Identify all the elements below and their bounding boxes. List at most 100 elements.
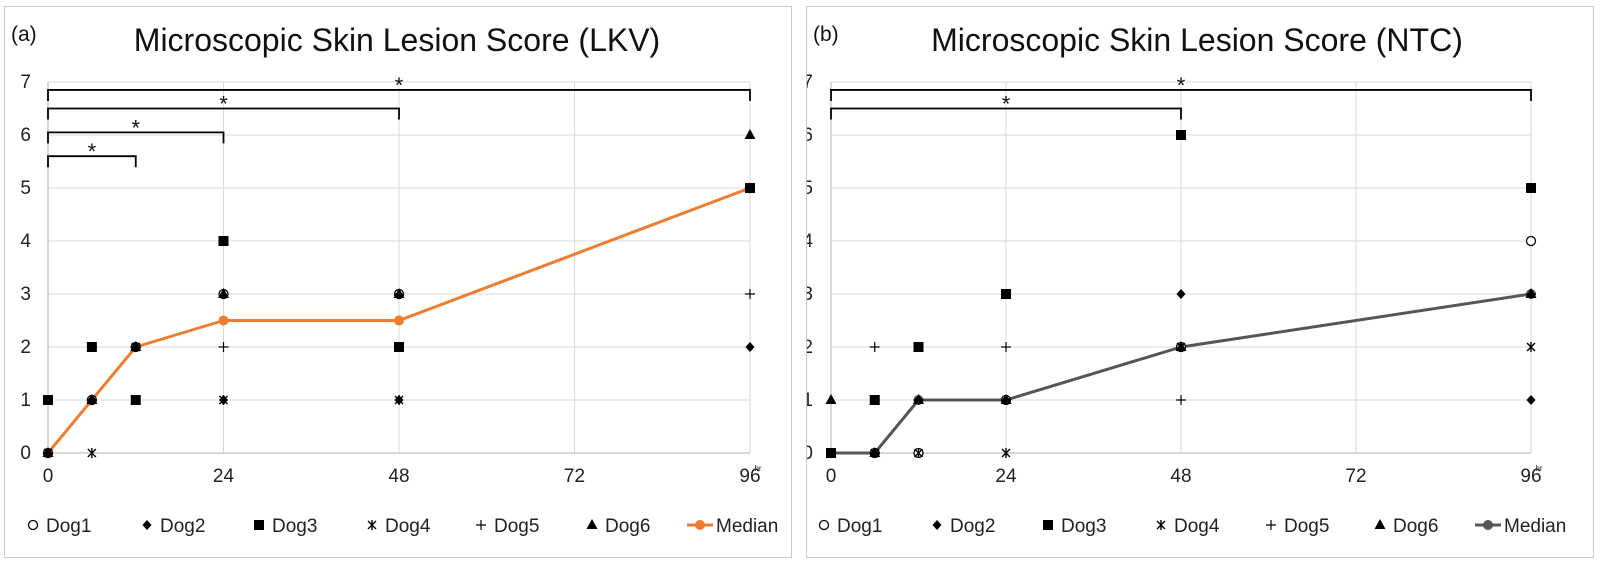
data-point-dog6 — [913, 394, 924, 404]
data-point-dog5 — [1001, 342, 1011, 352]
legend-marker-dog3 — [254, 520, 264, 530]
data-point-dog5 — [745, 289, 755, 299]
data-point-dog6 — [1000, 394, 1012, 404]
legend-marker-dog2 — [932, 520, 942, 530]
y-tick-label: 7 — [807, 72, 813, 93]
y-tick-label: 3 — [20, 284, 31, 305]
chart-panel-ntc: (b) Microscopic Skin Lesion Score (NTC) 0 1… — [806, 6, 1594, 558]
legend-label-dog6: Dog6 — [605, 516, 650, 537]
data-point-dog4 — [219, 395, 228, 405]
data-point-dog4 — [394, 395, 404, 405]
data-point-dog6 — [393, 288, 405, 298]
data-point-dog3 — [1001, 289, 1011, 299]
legend-marker-dog3 — [1043, 520, 1053, 530]
y-tick-label: 2 — [807, 337, 813, 358]
series-dog6 — [42, 129, 756, 457]
y-tick-label: 5 — [20, 178, 31, 199]
x-tick-label: 96 — [739, 466, 760, 487]
x-tick-label: 0 — [826, 466, 837, 487]
data-point-dog6 — [744, 129, 756, 139]
y-tick-label: 3 — [807, 284, 813, 305]
legend-median-point — [695, 520, 705, 530]
legend-marker-dog4 — [1156, 520, 1166, 530]
data-point-dog4 — [914, 448, 923, 458]
legend-marker-dog2 — [142, 520, 152, 530]
data-point-dog3 — [1526, 183, 1536, 193]
y-tick-label: 6 — [20, 125, 31, 146]
data-point-dog5 — [826, 448, 836, 458]
legend-label-dog3: Dog3 — [272, 516, 317, 537]
x-unit-label: hr — [1535, 464, 1542, 473]
median-line — [46, 186, 751, 454]
data-point-dog2 — [1526, 395, 1536, 405]
legend-marker-dog6 — [1374, 519, 1386, 529]
series-dog6 — [825, 288, 1537, 457]
x-tick-label: 72 — [1345, 466, 1366, 487]
chart-title: Microscopic Skin Lesion Score (NTC) — [931, 22, 1463, 58]
data-point-dog3 — [1176, 130, 1186, 140]
x-tick-label: 48 — [388, 466, 409, 487]
legend-marker-dog5 — [1266, 520, 1276, 530]
significance-star: * — [88, 139, 97, 164]
legend-label-median: Median — [1504, 516, 1566, 537]
data-point-dog3 — [869, 395, 880, 405]
legend-label-dog5: Dog5 — [494, 516, 539, 537]
legend-label-dog3: Dog3 — [1061, 516, 1106, 537]
data-point-dog6 — [130, 341, 142, 351]
data-point-dog6 — [869, 447, 881, 457]
significance-star: * — [219, 92, 228, 117]
median-line — [831, 292, 1532, 455]
significance-bracket — [47, 107, 400, 120]
x-unit-label: hr — [754, 464, 761, 473]
significance-bracket — [47, 155, 137, 168]
chart-panel-lkv: (a) Microscopic Skin Lesion Score (LKV) 0 1… — [4, 6, 792, 558]
x-tick-label: 48 — [1170, 466, 1191, 487]
significance-star: * — [395, 73, 404, 98]
y-tick-label: 7 — [20, 72, 31, 93]
x-tick-label: 24 — [213, 466, 235, 487]
legend-marker-dog4 — [367, 520, 377, 530]
data-point-dog3 — [130, 395, 141, 405]
legend-label-dog4: Dog4 — [1174, 516, 1220, 537]
data-point-dog3 — [913, 342, 924, 352]
data-point-dog4 — [1526, 342, 1536, 352]
panel-label: (b) — [813, 23, 839, 46]
y-tick-label: 6 — [807, 125, 813, 146]
data-point-dog6 — [825, 394, 837, 404]
significance-bracket — [830, 89, 1532, 101]
y-tick-label: 0 — [20, 443, 31, 464]
significance-bracket — [47, 131, 225, 144]
data-point-dog6 — [42, 447, 54, 457]
significance-star: * — [1177, 73, 1186, 98]
data-point-dog4 — [745, 183, 755, 193]
panel-label: (a) — [11, 23, 37, 46]
data-point-dog4 — [87, 448, 97, 458]
data-point-dog3 — [394, 342, 404, 352]
data-point-dog5 — [869, 342, 880, 352]
median-point — [218, 315, 229, 326]
data-point-dog3 — [218, 236, 229, 246]
y-tick-label: 5 — [807, 178, 813, 199]
legend-marker-dog1 — [818, 519, 830, 531]
legend-marker-dog6 — [586, 519, 598, 529]
legend-label-dog4: Dog4 — [385, 516, 431, 537]
data-point-dog3 — [43, 395, 53, 405]
data-point-dog6 — [86, 394, 98, 404]
data-point-dog6 — [1175, 341, 1187, 351]
y-tick-label: 4 — [20, 231, 31, 252]
data-point-dog1 — [1525, 235, 1537, 247]
legend-median-point — [1483, 520, 1493, 530]
y-tick-label: 1 — [807, 390, 813, 411]
data-point-dog2 — [1176, 289, 1186, 299]
legend-marker-dog5 — [476, 520, 486, 530]
chart-ntc-svg: (b) Microscopic Skin Lesion Score (NTC) 0 1… — [807, 22, 1566, 537]
chart-lkv-svg: (a) Microscopic Skin Lesion Score (LKV) 0 1… — [11, 22, 778, 537]
data-point-dog5 — [218, 342, 229, 352]
legend-label-dog5: Dog5 — [1284, 516, 1329, 537]
y-tick-label: 2 — [20, 337, 31, 358]
data-point-dog5 — [1176, 395, 1186, 405]
legend-label-dog2: Dog2 — [160, 516, 205, 537]
data-point-dog6 — [1525, 288, 1537, 298]
y-tick-label: 1 — [20, 390, 31, 411]
legend-label-dog1: Dog1 — [46, 516, 91, 537]
